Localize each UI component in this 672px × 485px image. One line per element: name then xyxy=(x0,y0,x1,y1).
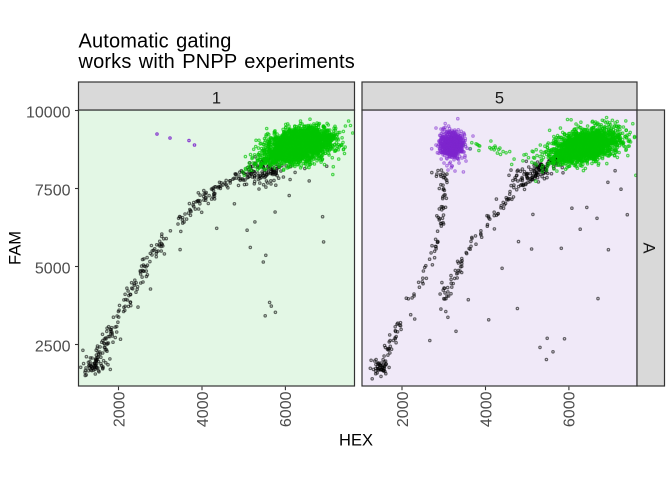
svg-text:Automatic gating: Automatic gating xyxy=(79,31,232,53)
svg-text:works with PNPP experiments: works with PNPP experiments xyxy=(78,51,355,73)
